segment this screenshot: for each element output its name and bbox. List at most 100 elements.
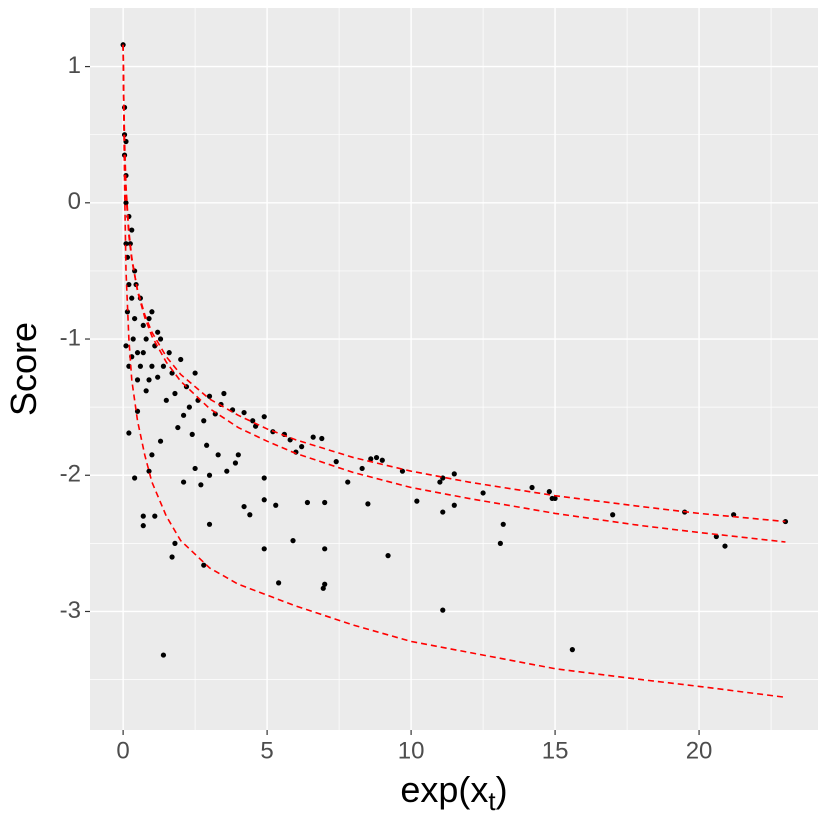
point xyxy=(201,418,207,424)
point xyxy=(160,363,167,369)
point xyxy=(178,356,184,363)
point xyxy=(134,377,141,383)
point xyxy=(440,607,446,613)
point xyxy=(368,456,374,462)
point xyxy=(206,472,213,478)
point xyxy=(204,442,210,448)
point xyxy=(322,546,328,552)
x-tick-label: 10 xyxy=(398,737,425,764)
point xyxy=(186,404,192,410)
point xyxy=(157,336,164,342)
point xyxy=(221,390,227,397)
point xyxy=(241,409,247,416)
point xyxy=(130,336,136,342)
point xyxy=(152,513,158,519)
point xyxy=(192,465,198,472)
point xyxy=(172,540,178,546)
point xyxy=(169,370,175,376)
point xyxy=(149,452,155,458)
panel xyxy=(90,8,818,730)
point xyxy=(722,543,728,549)
point xyxy=(261,475,267,481)
point xyxy=(437,479,443,485)
point xyxy=(261,497,267,503)
point xyxy=(273,502,279,508)
point xyxy=(140,322,146,329)
x-tick-label: 0 xyxy=(116,737,129,764)
point xyxy=(206,393,213,399)
x-title-main: exp(x xyxy=(400,769,488,810)
point xyxy=(276,580,282,586)
point xyxy=(140,513,146,519)
point xyxy=(399,468,406,474)
point xyxy=(123,241,129,247)
point xyxy=(123,200,129,206)
point xyxy=(149,309,155,315)
point xyxy=(143,336,149,342)
point xyxy=(192,370,198,376)
point xyxy=(359,465,365,472)
point xyxy=(379,457,385,463)
point xyxy=(189,431,195,437)
point xyxy=(124,309,131,315)
point xyxy=(310,434,316,440)
point xyxy=(224,468,230,474)
point xyxy=(261,546,267,552)
point xyxy=(241,503,247,510)
y-axis-title: Score xyxy=(3,322,44,416)
point xyxy=(373,454,380,461)
point xyxy=(206,521,213,527)
point xyxy=(126,430,132,436)
point xyxy=(126,281,132,288)
point xyxy=(127,241,133,247)
curve xyxy=(122,44,786,543)
point xyxy=(569,647,575,653)
point xyxy=(299,444,305,450)
point xyxy=(169,554,175,560)
curve xyxy=(122,44,786,523)
point xyxy=(345,479,351,485)
point xyxy=(322,499,328,506)
point xyxy=(175,424,181,431)
y-tick-label: -1 xyxy=(60,324,81,351)
point xyxy=(610,512,616,518)
point xyxy=(180,412,187,418)
point xyxy=(319,435,325,442)
y-tick-label: 1 xyxy=(68,52,81,79)
point xyxy=(172,390,178,397)
point xyxy=(320,585,326,591)
point xyxy=(132,475,138,481)
point xyxy=(163,397,169,403)
point xyxy=(215,452,221,458)
point xyxy=(385,553,391,559)
y-tick-label: -3 xyxy=(60,597,81,624)
point xyxy=(247,512,253,518)
x-tick-label: 15 xyxy=(542,737,569,764)
point xyxy=(132,315,138,322)
point xyxy=(140,350,146,356)
point xyxy=(155,329,161,335)
point xyxy=(322,581,328,587)
x-title-end: ) xyxy=(496,769,508,810)
point xyxy=(451,502,457,508)
point xyxy=(500,521,506,527)
point xyxy=(155,374,161,380)
point xyxy=(198,482,204,488)
point xyxy=(129,295,135,301)
point xyxy=(365,501,371,507)
point xyxy=(290,538,296,544)
point xyxy=(146,315,152,322)
point xyxy=(232,460,239,466)
curve xyxy=(122,44,786,699)
point xyxy=(157,438,164,444)
x-tick-label: 20 xyxy=(686,737,713,764)
point xyxy=(261,414,267,420)
point xyxy=(146,377,152,383)
point xyxy=(333,459,339,465)
point xyxy=(440,509,446,515)
x-tick-label: 5 xyxy=(260,737,273,764)
point xyxy=(497,540,503,546)
y-tick-label: -2 xyxy=(60,461,81,488)
x-title-sub: t xyxy=(488,786,496,816)
